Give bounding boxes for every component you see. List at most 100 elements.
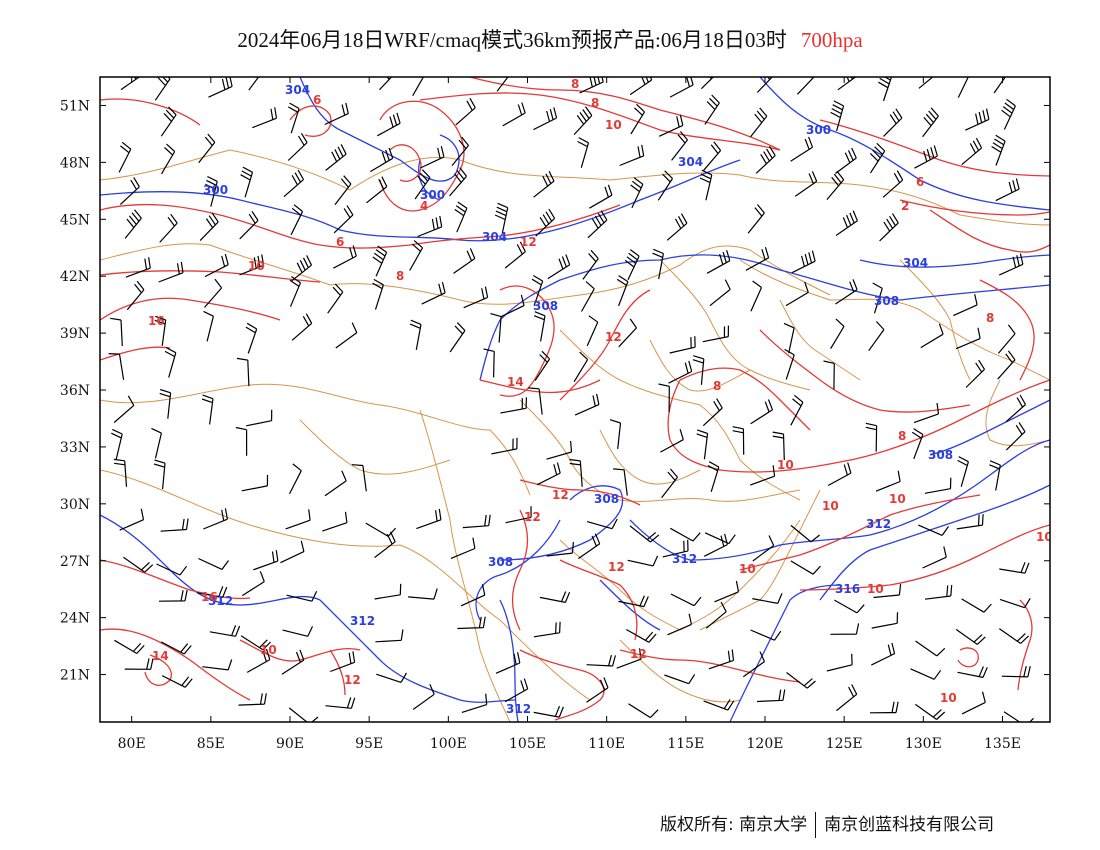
wind-barb [875, 470, 901, 492]
wind-barb [826, 653, 853, 672]
wind-barb [865, 422, 878, 452]
wind-barb [957, 456, 969, 487]
wind-barb [379, 77, 393, 91]
wind-barb [629, 525, 660, 543]
wind-barb [993, 77, 1007, 94]
temp-label: 10 [248, 259, 265, 273]
wind-barb [288, 463, 302, 495]
wind-barb [794, 171, 818, 197]
wind-barb [490, 313, 502, 343]
temp-label: 6 [313, 93, 321, 107]
lat-label: 45N [60, 212, 90, 228]
wind-barb [998, 253, 1024, 276]
contour-label-300: 300 [420, 188, 445, 202]
wind-barb [998, 628, 1030, 644]
wind-barb [961, 137, 983, 166]
wind-barb [613, 468, 628, 496]
wind-barb [823, 360, 835, 390]
contour-label-312: 312 [350, 614, 375, 628]
wind-barb [500, 294, 525, 318]
wind-barb [705, 601, 727, 629]
wind-barb [667, 613, 692, 636]
footer-credits: 版权所有: 南京大学 南京创蓝科技有限公司 [660, 810, 994, 838]
wind-barb [911, 428, 924, 460]
lon-label: 110E [588, 736, 625, 752]
wind-barb [995, 178, 1020, 202]
wind-barb [569, 458, 583, 487]
wind-barb [752, 535, 775, 562]
lon-label: 125E [826, 736, 863, 752]
wind-barb [628, 703, 659, 719]
wind-barb [961, 598, 992, 613]
wind-barb [533, 705, 564, 718]
wind-barb [205, 175, 218, 207]
geopotential-contours [100, 77, 1050, 722]
wind-barb [704, 532, 736, 545]
wind-barb [491, 437, 518, 455]
wind-barb [869, 142, 886, 174]
wind-barb [574, 393, 600, 416]
wind-barb [154, 77, 171, 101]
wind-barb [755, 145, 776, 174]
wind-barb [281, 649, 305, 675]
wind-barb [119, 177, 140, 205]
wind-barb [409, 240, 424, 271]
wind-barb [745, 247, 770, 271]
wind-barb [457, 616, 486, 630]
wind-barb [658, 114, 684, 137]
wind-barb [924, 477, 952, 494]
wind-barb [126, 280, 145, 311]
temp-label: 6 [916, 175, 924, 189]
temp-label: 10 [605, 118, 622, 132]
wind-barb [460, 584, 486, 607]
wind-barb [749, 465, 776, 486]
wind-barb [203, 310, 214, 342]
wind-barb [918, 524, 949, 536]
wind-barb [790, 524, 820, 543]
wind-barb [871, 642, 896, 666]
wind-barb [965, 359, 986, 388]
wind-barb [113, 395, 135, 423]
contour-label-308: 308 [594, 492, 619, 506]
wind-barb [252, 107, 278, 129]
wind-barb [669, 77, 694, 98]
wind-barb [618, 595, 649, 608]
wind-barb [196, 586, 228, 598]
wind-barb [325, 144, 347, 171]
temp-label: 16 [201, 590, 218, 604]
wind-barb [873, 584, 902, 599]
wind-barb [756, 77, 773, 93]
wind-barb [609, 419, 622, 449]
wind-barb [288, 102, 300, 134]
wind-barb [241, 474, 269, 492]
lat-label: 30N [60, 497, 90, 513]
wind-barb [161, 675, 193, 688]
temperature-contours [100, 77, 1050, 721]
temp-label: 10 [867, 582, 884, 596]
wind-barb [1001, 665, 1031, 678]
wind-barb [630, 103, 646, 135]
wind-barb [505, 506, 532, 524]
wind-barb [783, 322, 795, 354]
wind-barb [204, 253, 229, 278]
lon-label: 135E [984, 736, 1021, 752]
wind-barb [160, 641, 192, 655]
wind-barb [830, 623, 860, 635]
lon-label: 85E [197, 736, 225, 752]
wind-barb [696, 429, 709, 460]
wind-barb [924, 584, 953, 600]
wind-barb [624, 249, 640, 280]
wind-barb [834, 599, 865, 614]
wind-barb [830, 100, 845, 132]
wind-barb [587, 210, 608, 239]
wind-barb [335, 322, 358, 349]
wind-barb [786, 672, 816, 689]
wind-barb [533, 621, 561, 638]
wind-barb [502, 102, 526, 127]
contour-label-312: 312 [506, 702, 531, 716]
wind-barb [287, 132, 308, 161]
wind-barb [535, 208, 556, 237]
temp-label: 10 [260, 643, 277, 657]
temp-label: 16 [148, 314, 165, 328]
wind-barb [989, 460, 1001, 491]
